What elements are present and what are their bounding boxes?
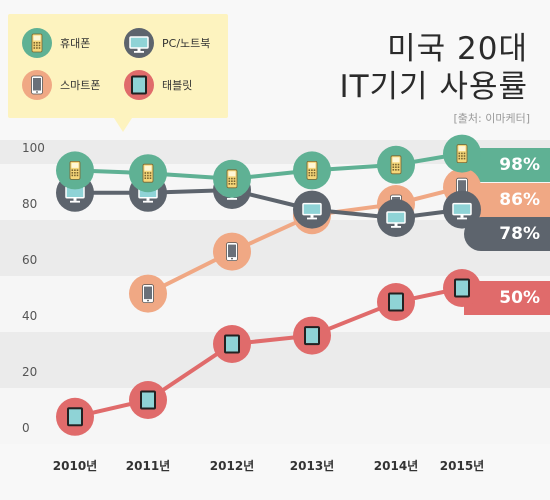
legend-label: 스마트폰: [60, 79, 101, 92]
legend-item-pc: PC/노트북: [124, 28, 210, 58]
grid-band: [0, 220, 550, 276]
legend-label: 휴대폰: [60, 37, 91, 50]
title-line-1: 미국 20대: [387, 31, 528, 67]
data-point: [213, 159, 251, 198]
legend-item-phone: 휴대폰: [22, 28, 90, 58]
x-tick-label: 2010년: [53, 459, 97, 473]
legend-label: PC/노트북: [162, 37, 211, 50]
y-tick-label: 20: [22, 365, 37, 379]
data-point: [293, 151, 331, 190]
legend: 휴대폰 PC/노트북 스마트폰 태블릿: [8, 14, 228, 132]
x-tick-label: 2014년: [374, 459, 418, 473]
chart-title: 미국 20대 IT기기 사용률: [339, 30, 528, 106]
legend-item-tablet: 태블릿: [124, 70, 192, 100]
data-point: [377, 199, 415, 237]
value-label-phone: 98%: [464, 148, 550, 182]
data-point: [129, 154, 167, 193]
feature-phone-icon: [22, 28, 52, 58]
value-label-pc: 78%: [464, 217, 550, 251]
y-tick-label: 0: [22, 421, 30, 435]
data-point: [129, 274, 167, 313]
data-point: [129, 381, 167, 419]
y-tick-label: 60: [22, 253, 37, 267]
legend-label: 태블릿: [162, 79, 193, 92]
x-tick-label: 2015년: [440, 459, 484, 473]
x-tick-label: 2012년: [210, 459, 254, 473]
data-point: [443, 269, 481, 307]
data-point: [56, 151, 94, 190]
y-tick-label: 80: [22, 197, 37, 211]
smartphone-icon: [22, 70, 52, 100]
chart-source: [출처: 이마케터]: [453, 112, 530, 125]
data-point: [293, 190, 331, 229]
x-tick-label: 2013년: [290, 459, 334, 473]
y-tick-label: 40: [22, 309, 37, 323]
title-line-2: IT기기 사용률: [339, 69, 528, 105]
data-point: [213, 232, 251, 271]
x-tick-label: 2011년: [126, 459, 170, 473]
data-point: [56, 397, 94, 436]
legend-item-smartphone: 스마트폰: [22, 70, 100, 100]
monitor-icon: [124, 28, 154, 58]
data-point: [213, 325, 251, 363]
tablet-icon: [124, 70, 154, 100]
data-point: [293, 316, 331, 355]
data-point: [443, 134, 481, 173]
data-point: [377, 283, 415, 321]
data-point: [377, 145, 415, 184]
data-point: [443, 190, 481, 229]
y-tick-label: 100: [22, 141, 45, 155]
